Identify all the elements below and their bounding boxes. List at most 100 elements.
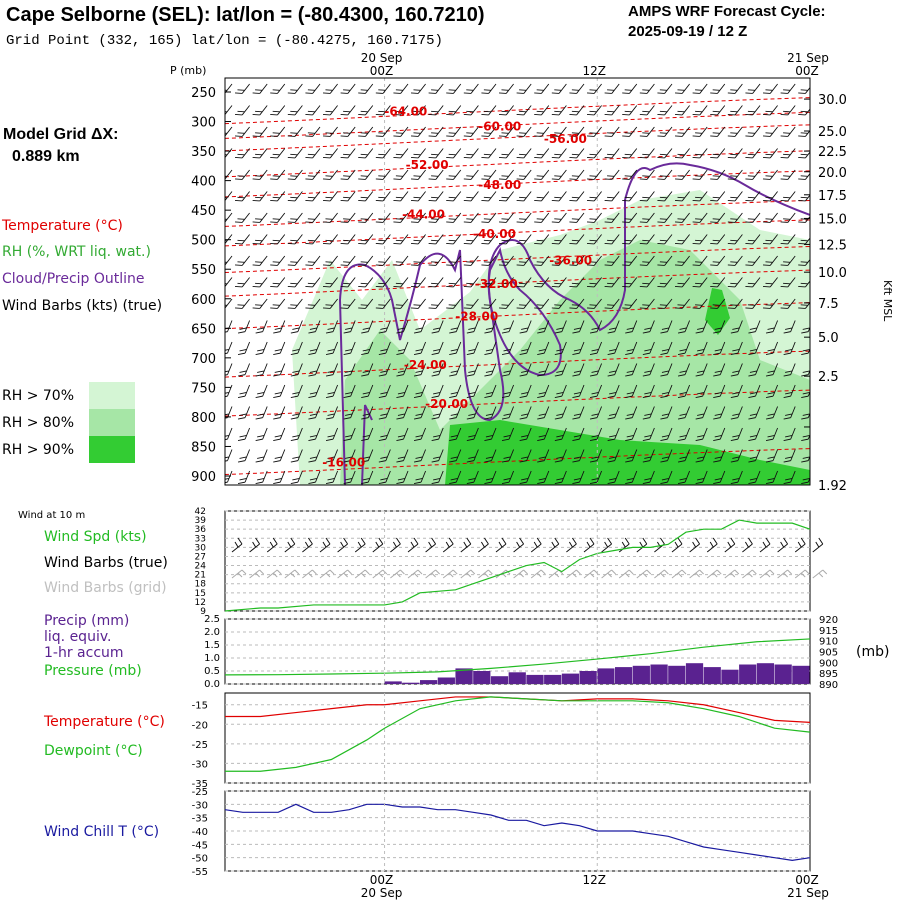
wind-barb [710,105,726,116]
wind-barb [305,148,321,159]
wind-barb [252,212,268,223]
wind-barb [727,298,743,309]
wind-barb [325,427,339,442]
wind-barb [572,363,585,377]
wind-barb [358,105,374,116]
wind-barb [446,212,462,223]
wind-barb [730,406,743,420]
wind-barb [498,212,514,223]
wind-barb [305,169,321,180]
wind-barb [801,406,810,420]
wind-barb [677,449,691,463]
wind-barb-grid [601,569,616,579]
height-tick-label: 17.5 [818,189,847,204]
wind-barb [625,320,638,334]
wind-barb [413,363,427,377]
wind-barb [305,105,321,116]
wind-barb [428,191,444,202]
wind-barb [340,83,356,94]
precip-bar [420,680,438,684]
wind-barb [428,234,444,245]
wind-barb [340,212,356,223]
pressure-tick-label: 915 [819,626,838,637]
wind-barb [484,427,497,442]
wind-barbs-grid-label: Wind Barbs (grid) [44,580,167,596]
wind-barb [234,212,250,223]
wind-barb-grid [302,569,317,579]
wind-barb [660,341,673,356]
wind-barb [225,148,233,159]
wind-barb-grid [618,569,634,579]
wind-barb [466,406,479,420]
wind-barb [516,126,532,137]
wind-barb [762,298,778,309]
wind-barb [674,148,690,159]
wind-barb [308,470,321,485]
wind-barb [765,406,779,420]
wind-barb [234,148,250,159]
wind-barb [551,148,567,159]
wind-barb [537,406,550,420]
temperature-contour-line-6 [225,219,810,247]
wind-barb [625,384,638,399]
wind-barb [727,105,743,116]
wind-barb [765,363,779,377]
wind-barb [798,191,810,202]
wind-barb [361,320,374,334]
wind-barb [569,277,585,288]
wind-barb [586,83,602,94]
wind-barb [431,406,444,420]
wind-barb [361,341,374,356]
temperature-contour-line-11 [225,389,810,417]
wind-barb [393,105,409,116]
precip-tick-label: 0.0 [204,679,220,690]
wind-barb [463,212,479,223]
legend-cloud-outline: Cloud/Precip Outline [2,271,145,287]
wind-barb [622,105,638,116]
wind-barb-true [601,537,613,553]
wind-barb [322,212,338,223]
temperature-label: Temperature (°C) [44,714,165,730]
wind-barb-grid [759,569,775,579]
height-tick-label: 30.0 [818,93,847,108]
wind-barb [449,406,462,420]
wind-barb-true [530,537,542,553]
wind-barb [569,212,585,223]
wind-barb [225,191,233,202]
wind-barb [745,255,761,266]
chill-tick-label: -35 [192,814,208,825]
wind-barb [343,427,356,442]
wind-barb-grid [530,569,546,579]
wind-barb [551,83,567,94]
precip-bar [384,681,402,684]
wind-barb [431,341,444,356]
wind-barb [446,255,462,266]
wind-barb [234,169,250,180]
wind-barb-grid [284,569,300,579]
height-tick-label: 25.0 [818,125,847,140]
wind-barb [639,255,655,266]
pressure-tick-label: 900 [819,658,838,669]
wind-barb [431,470,444,485]
wind-tick-label: 24 [195,562,207,572]
wind-barb [237,320,251,334]
wind-barb [537,384,550,399]
wind-barb-true [513,537,525,553]
wind-barb [780,298,796,309]
wind-barb [639,277,655,288]
precip-bar [561,673,580,684]
wind-barb [431,363,444,377]
wind-tick-label: 42 [195,507,206,517]
wind-barb-true [284,537,296,553]
wind-barb [710,83,726,94]
wind-barb [463,169,479,180]
wind-barb [780,277,796,288]
wind-barb [325,449,339,463]
wind-barb [270,169,286,180]
height-tick-label: 7.5 [818,297,839,312]
wind-barb [692,234,708,245]
cross-section-panel: -64.00 -60.00 -56.00 -52.00 -48.00 -44.00 -40.… [170,64,894,494]
precip-bar [473,671,491,684]
wind-barb [463,126,479,137]
wind-barb [569,191,585,202]
